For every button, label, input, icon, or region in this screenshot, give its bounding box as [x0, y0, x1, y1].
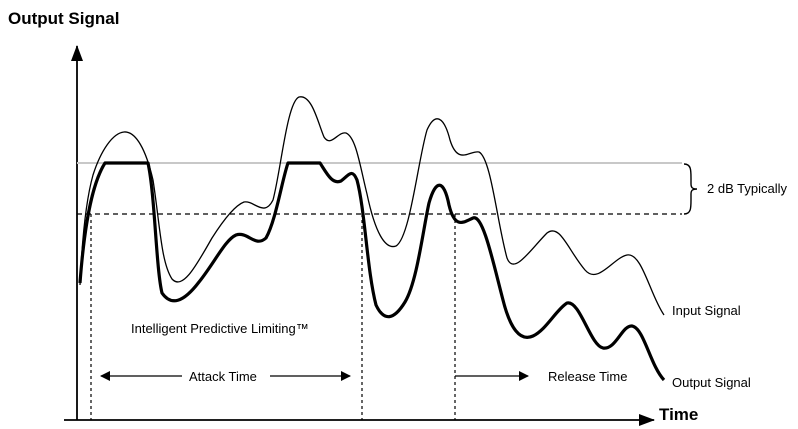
- input-signal-label: Input Signal: [672, 303, 741, 318]
- attack-time-label: Attack Time: [189, 369, 257, 384]
- output-signal-curve: [78, 161, 666, 382]
- release-time-label: Release Time: [548, 369, 627, 384]
- y-axis-title: Output Signal: [8, 9, 119, 28]
- output-signal-label: Output Signal: [672, 375, 751, 390]
- threshold-note: 2 dB Typically: [707, 181, 787, 196]
- threshold-brace: [683, 163, 698, 215]
- input-signal-curve: [79, 96, 665, 316]
- x-axis-title: Time: [659, 405, 698, 424]
- limiting-label: Intelligent Predictive Limiting™: [131, 321, 309, 336]
